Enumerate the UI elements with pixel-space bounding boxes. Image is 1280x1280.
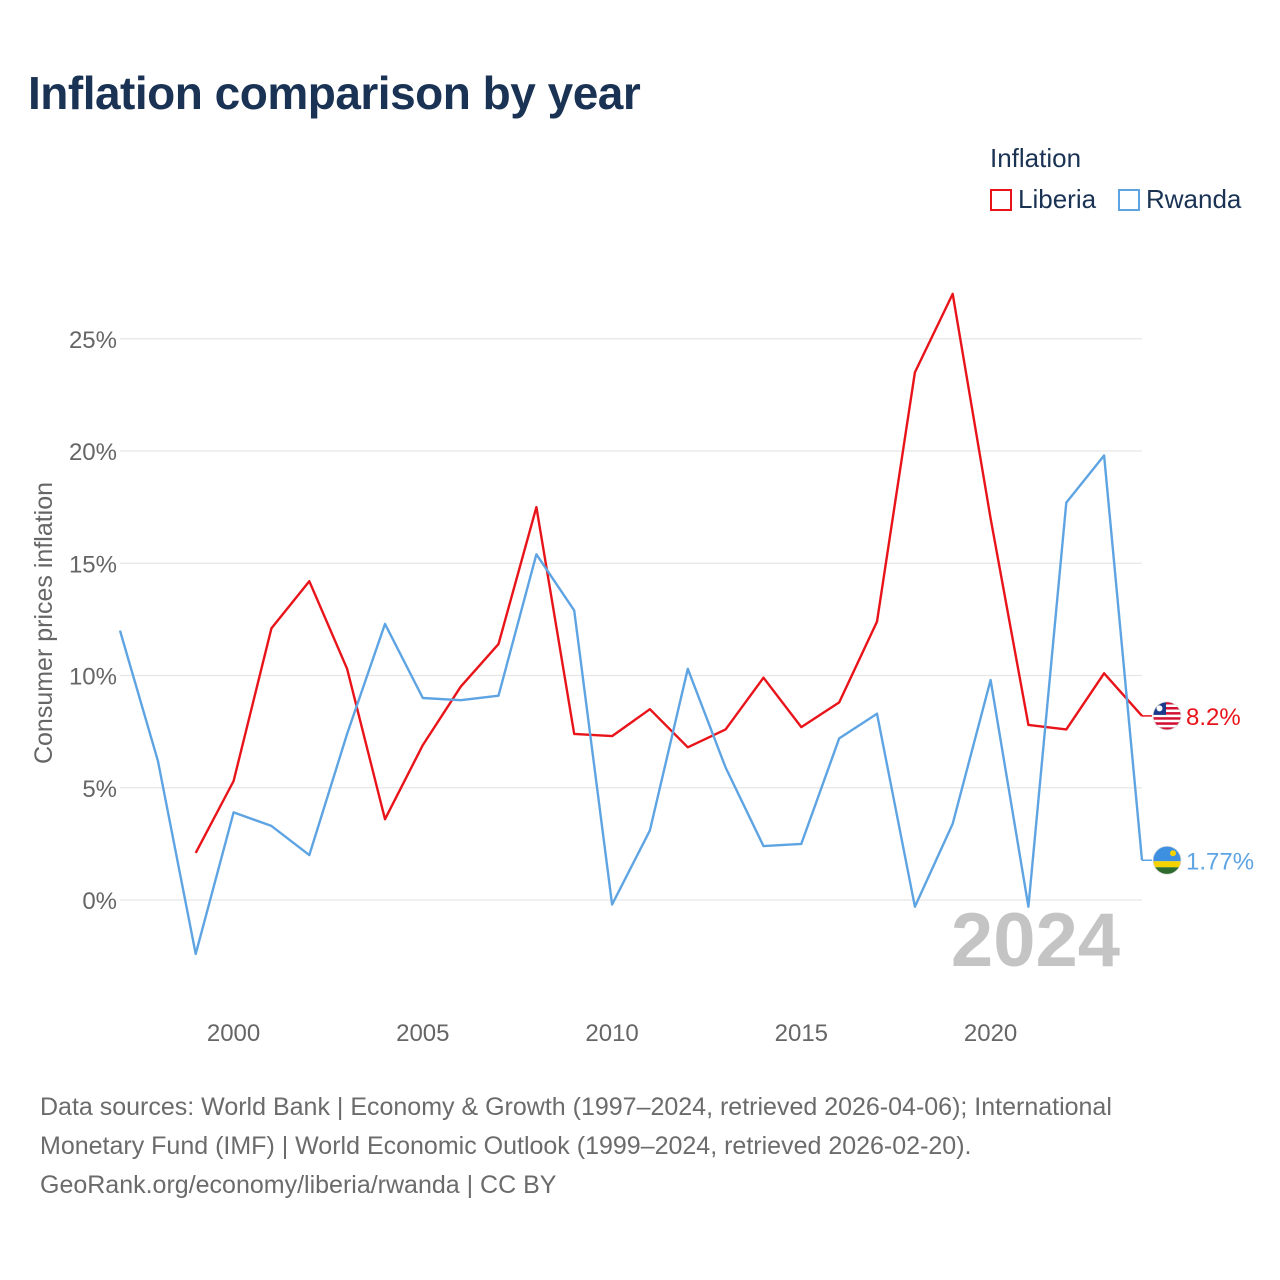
x-tick-label-2010: 2010 <box>585 1020 638 1047</box>
end-value-label-liberia: 8.2% <box>1186 704 1241 731</box>
gridlines <box>120 338 1142 901</box>
end-labels: 8.2% 1.77% <box>1142 701 1254 875</box>
data-sources-footer: Data sources: World Bank | Economy & Gro… <box>40 1088 1220 1205</box>
legend-swatch-liberia <box>990 188 1012 211</box>
line-chart: 0% 5% 10% 15% 20% 25% 2000 2005 2010 2015 2020 Co… <box>30 292 1254 1047</box>
x-tick-label-2015: 2015 <box>775 1020 828 1047</box>
x-axis-ticks: 2000 2005 2010 2015 2020 <box>207 1020 1017 1047</box>
series-line-rwanda[interactable] <box>118 454 1144 956</box>
series-lines <box>118 292 1144 956</box>
y-tick-label-20: 20% <box>69 439 117 466</box>
x-tick-label-2000: 2000 <box>207 1020 260 1047</box>
liberia-flag-icon <box>1152 701 1182 731</box>
rwanda-flag-icon <box>1152 845 1182 875</box>
y-tick-label-5: 5% <box>82 776 117 803</box>
legend-label-liberia: Liberia <box>1018 184 1097 214</box>
y-tick-label-15: 15% <box>69 551 117 578</box>
y-tick-label-0: 0% <box>82 888 117 915</box>
legend-label-rwanda: Rwanda <box>1146 184 1242 214</box>
chart-title: Inflation comparison by year <box>28 67 641 119</box>
year-watermark: 2024 <box>951 898 1120 983</box>
legend-item-rwanda[interactable]: Rwanda <box>1118 184 1241 215</box>
legend-item-liberia[interactable]: Liberia <box>990 184 1096 215</box>
x-tick-label-2005: 2005 <box>396 1020 449 1047</box>
legend-title: Inflation <box>990 143 1082 173</box>
y-tick-label-25: 25% <box>69 327 117 354</box>
footer-line-2: Monetary Fund (IMF) | World Economic Out… <box>40 1132 972 1160</box>
series-line-liberia[interactable] <box>194 292 1143 854</box>
footer-line-1: Data sources: World Bank | Economy & Gro… <box>40 1093 1112 1121</box>
y-axis-ticks: 0% 5% 10% 15% 20% 25% <box>69 327 117 915</box>
end-value-label-rwanda: 1.77% <box>1186 848 1254 875</box>
legend-swatch-rwanda <box>1118 188 1140 211</box>
y-axis-label: Consumer prices inflation <box>30 482 58 764</box>
y-tick-label-10: 10% <box>69 664 117 691</box>
x-tick-label-2020: 2020 <box>964 1020 1017 1047</box>
footer-line-3[interactable]: GeoRank.org/economy/liberia/rwanda | CC … <box>40 1171 557 1199</box>
